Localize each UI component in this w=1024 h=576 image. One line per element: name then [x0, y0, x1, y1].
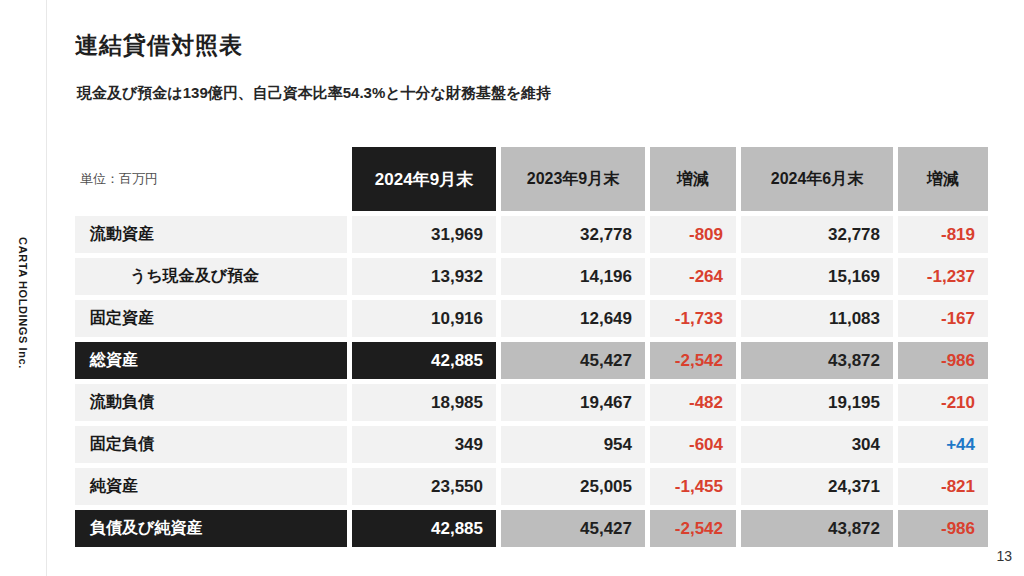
cell-value: 11,083	[741, 300, 893, 337]
page-title: 連結貸借対照表	[75, 30, 243, 61]
cell-value: 45,427	[501, 342, 645, 379]
cell-value: 23,550	[352, 468, 496, 505]
cell-value: 14,196	[501, 258, 645, 295]
cell-change: -1,455	[650, 468, 736, 505]
cell-change: -986	[898, 342, 988, 379]
sidebar: CARTA HOLDINGS Inc.	[0, 0, 47, 576]
cell-value: 10,916	[352, 300, 496, 337]
cell-value: 15,169	[741, 258, 893, 295]
cell-change: -2,542	[650, 510, 736, 547]
cell-value: 12,649	[501, 300, 645, 337]
balance-sheet-table: 単位：百万円 2024年9月末 2023年9月末 増減 2024年6月末 増減 …	[75, 147, 988, 547]
cell-value: 18,985	[352, 384, 496, 421]
cell-change: -604	[650, 426, 736, 463]
cell-value: 25,005	[501, 468, 645, 505]
cell-value: 43,872	[741, 342, 893, 379]
unit-label: 単位：百万円	[75, 147, 347, 211]
col-header-2024-09: 2024年9月末	[352, 147, 496, 211]
row-label-net-assets: 純資産	[75, 468, 347, 505]
company-name-vertical: CARTA HOLDINGS Inc.	[17, 237, 29, 369]
col-header-change-qoq: 増減	[898, 147, 988, 211]
cell-value: 954	[501, 426, 645, 463]
cell-change: -2,542	[650, 342, 736, 379]
cell-value: 42,885	[352, 510, 496, 547]
row-label-total-liabilities-and-net-assets: 負債及び純資産	[75, 510, 347, 547]
cell-value: 45,427	[501, 510, 645, 547]
cell-change: -821	[898, 468, 988, 505]
col-header-2023-09: 2023年9月末	[501, 147, 645, 211]
cell-change: +44	[898, 426, 988, 463]
cell-value: 32,778	[741, 216, 893, 253]
page-number: 13	[996, 548, 1012, 564]
cell-value: 19,195	[741, 384, 893, 421]
cell-value: 42,885	[352, 342, 496, 379]
cell-change: -210	[898, 384, 988, 421]
slide-root: CARTA HOLDINGS Inc. 連結貸借対照表 現金及び預金は139億円…	[0, 0, 1024, 576]
cell-value: 31,969	[352, 216, 496, 253]
cell-value: 349	[352, 426, 496, 463]
cell-change: -167	[898, 300, 988, 337]
row-label-fixed-assets: 固定資産	[75, 300, 347, 337]
cell-value: 32,778	[501, 216, 645, 253]
row-label-fixed-liabilities: 固定負債	[75, 426, 347, 463]
row-label-cash-and-deposits: うち現金及び預金	[75, 258, 347, 295]
cell-change: -264	[650, 258, 736, 295]
cell-change: -482	[650, 384, 736, 421]
col-header-change-yoy: 増減	[650, 147, 736, 211]
cell-change: -1,237	[898, 258, 988, 295]
cell-value: 24,371	[741, 468, 893, 505]
cell-change: -986	[898, 510, 988, 547]
cell-value: 13,932	[352, 258, 496, 295]
row-label-total-assets: 総資産	[75, 342, 347, 379]
row-label-current-liabilities: 流動負債	[75, 384, 347, 421]
subtitle: 現金及び預金は139億円、自己資本比率54.3%と十分な財務基盤を維持	[77, 84, 551, 103]
cell-value: 304	[741, 426, 893, 463]
cell-change: -1,733	[650, 300, 736, 337]
cell-value: 43,872	[741, 510, 893, 547]
row-label-current-assets: 流動資産	[75, 216, 347, 253]
cell-value: 19,467	[501, 384, 645, 421]
col-header-2024-06: 2024年6月末	[741, 147, 893, 211]
cell-change: -819	[898, 216, 988, 253]
cell-change: -809	[650, 216, 736, 253]
